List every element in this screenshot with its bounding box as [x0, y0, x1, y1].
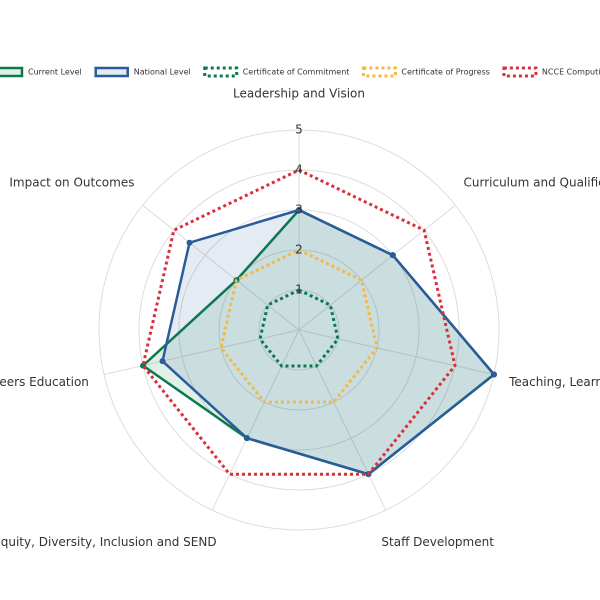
series-point [243, 435, 250, 442]
series-point [296, 207, 302, 213]
spoke [298, 329, 495, 375]
legend-item: Certificate of Commitment [203, 66, 350, 78]
legend-label: Certificate of Commitment [243, 68, 350, 77]
r-tick-label: 2 [295, 243, 303, 257]
r-tick-label: 4 [295, 163, 303, 177]
legend-label: Current Level [28, 68, 82, 77]
spoke [298, 204, 456, 331]
legend-swatch [502, 66, 538, 78]
series-point [389, 252, 396, 259]
legend-label: National Level [134, 68, 191, 77]
series-point [186, 239, 193, 246]
series-point [490, 371, 497, 378]
legend-item: NCCE Computing Mark [502, 66, 600, 78]
series-line [141, 168, 457, 476]
r-tick-label: 3 [295, 203, 303, 217]
spoke [142, 204, 300, 331]
axis-label: Staff Development [381, 535, 494, 549]
axis-label: Leadership and Vision [233, 87, 365, 101]
r-tick-label: 5 [295, 123, 303, 137]
spoke [298, 329, 387, 511]
legend-label: Certificate of Progress [401, 68, 490, 77]
legend-swatch [361, 66, 397, 78]
spoke [103, 329, 300, 375]
axis-label: Impact on Outcomes [9, 175, 134, 189]
axis-label: Curriculum and Qualifications [464, 175, 600, 189]
legend-item: Certificate of Progress [361, 66, 490, 78]
r-tick-label: 1 [295, 283, 303, 297]
legend-item: National Level [94, 66, 191, 78]
legend-swatch [94, 66, 129, 78]
series-point [159, 358, 166, 365]
legend-swatch [203, 66, 239, 78]
axis-label: Careers Education [0, 375, 89, 389]
series-line [161, 208, 496, 476]
spoke [211, 329, 300, 511]
series-line [258, 288, 340, 368]
legend-item: Current Level [0, 66, 82, 78]
legend-swatch [0, 66, 24, 78]
series-line [219, 248, 379, 404]
axis-label: Equity, Diversity, Inclusion and SEND [0, 535, 217, 549]
axis-label: Teaching, Learning and Assessment [508, 375, 600, 389]
legend-label: NCCE Computing Mark [542, 68, 600, 77]
